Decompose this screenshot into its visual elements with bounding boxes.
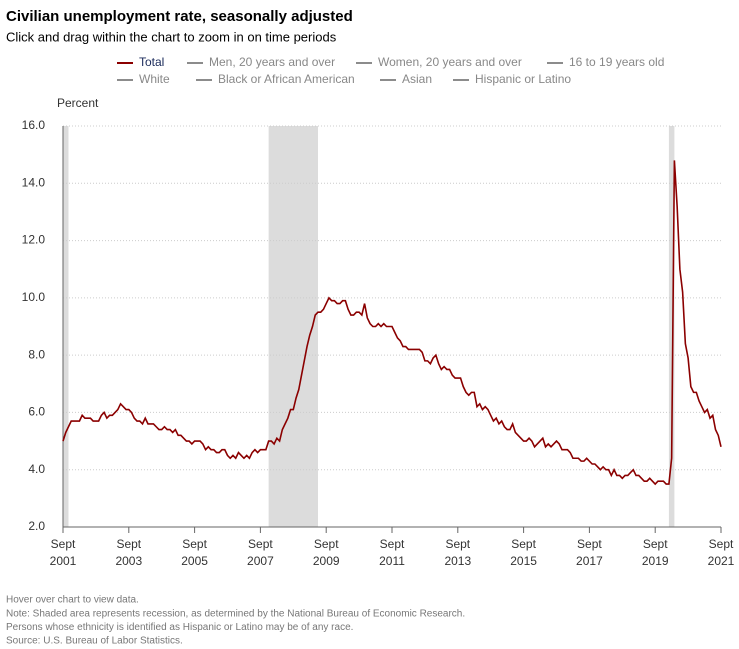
footnote: Source: U.S. Bureau of Labor Statistics. — [6, 636, 183, 647]
x-tick-label: Sept — [248, 537, 273, 551]
y-tick-label: 10.0 — [22, 290, 46, 304]
x-tick-label: 2003 — [115, 554, 142, 568]
x-tick-label: Sept — [182, 537, 207, 551]
legend-label[interactable]: 16 to 19 years old — [569, 55, 664, 69]
y-tick-label: 16.0 — [22, 118, 46, 132]
legend-label[interactable]: Women, 20 years and over — [378, 55, 522, 69]
legend-label[interactable]: Asian — [402, 72, 432, 86]
recession-band — [668, 126, 675, 527]
x-tick-label: 2005 — [181, 554, 208, 568]
x-tick-label: 2011 — [379, 554, 405, 568]
x-tick-label: 2013 — [444, 554, 471, 568]
x-tick-label: Sept — [643, 537, 668, 551]
data-line — [62, 160, 722, 486]
y-tick-label: 6.0 — [28, 405, 45, 419]
legend-label[interactable]: White — [139, 72, 170, 86]
legend-label[interactable]: Black or African American — [218, 72, 355, 86]
recession-band — [268, 126, 318, 527]
x-tick-label: Sept — [314, 537, 339, 551]
x-tick-label: 2015 — [510, 554, 537, 568]
footnote: Persons whose ethnicity is identified as… — [6, 622, 353, 633]
y-tick-label: 4.0 — [28, 462, 45, 476]
y-tick-label: 2.0 — [28, 519, 45, 533]
x-tick-label: 2009 — [313, 554, 340, 568]
y-tick-label: 14.0 — [22, 175, 46, 189]
x-tick-label: Sept — [116, 537, 141, 551]
y-axis-label: Percent — [57, 96, 99, 110]
x-tick-label: Sept — [445, 537, 470, 551]
chart-title: Civilian unemployment rate, seasonally a… — [6, 8, 353, 25]
legend-label[interactable]: Hispanic or Latino — [475, 72, 571, 86]
legend-label[interactable]: Men, 20 years and over — [209, 55, 335, 69]
recession-band — [63, 126, 69, 527]
x-tick-label: 2021 — [708, 554, 735, 568]
y-tick-label: 8.0 — [28, 347, 45, 361]
x-tick-label: Sept — [709, 537, 734, 551]
chart-subtitle: Click and drag within the chart to zoom … — [6, 29, 337, 44]
legend-label[interactable]: Total — [139, 55, 164, 69]
x-tick-label: Sept — [380, 537, 405, 551]
x-tick-label: 2019 — [642, 554, 669, 568]
x-tick-label: 2007 — [247, 554, 274, 568]
x-tick-label: Sept — [511, 537, 536, 551]
y-tick-label: 12.0 — [22, 233, 46, 247]
x-tick-label: Sept — [577, 537, 602, 551]
footnote: Note: Shaded area represents recession, … — [6, 608, 465, 619]
x-tick-label: 2001 — [50, 554, 77, 568]
x-tick-label: 2017 — [576, 554, 603, 568]
footnote: Hover over chart to view data. — [6, 595, 139, 606]
x-tick-label: Sept — [51, 537, 76, 551]
